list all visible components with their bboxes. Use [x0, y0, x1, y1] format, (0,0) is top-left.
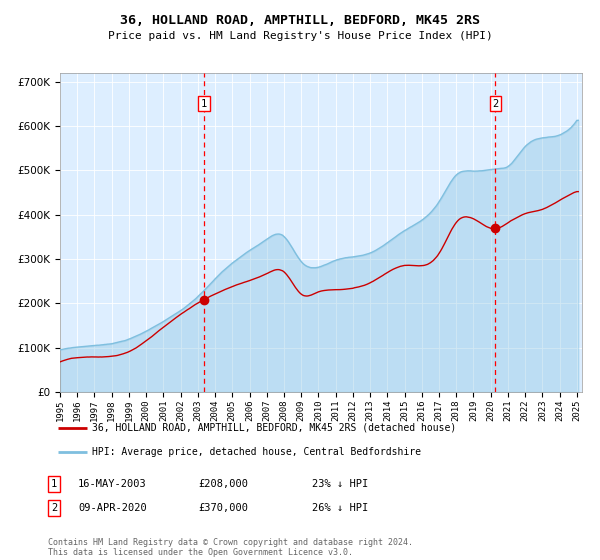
Text: 36, HOLLAND ROAD, AMPTHILL, BEDFORD, MK45 2RS: 36, HOLLAND ROAD, AMPTHILL, BEDFORD, MK4… — [120, 14, 480, 27]
Text: 2: 2 — [51, 503, 57, 513]
Text: Price paid vs. HM Land Registry's House Price Index (HPI): Price paid vs. HM Land Registry's House … — [107, 31, 493, 41]
Text: 36, HOLLAND ROAD, AMPTHILL, BEDFORD, MK45 2RS (detached house): 36, HOLLAND ROAD, AMPTHILL, BEDFORD, MK4… — [92, 423, 457, 433]
Text: 23% ↓ HPI: 23% ↓ HPI — [312, 479, 368, 489]
Text: 16-MAY-2003: 16-MAY-2003 — [78, 479, 147, 489]
Text: Contains HM Land Registry data © Crown copyright and database right 2024.
This d: Contains HM Land Registry data © Crown c… — [48, 538, 413, 557]
Text: 1: 1 — [201, 99, 208, 109]
Text: £370,000: £370,000 — [198, 503, 248, 513]
Text: £208,000: £208,000 — [198, 479, 248, 489]
Text: 26% ↓ HPI: 26% ↓ HPI — [312, 503, 368, 513]
Text: 09-APR-2020: 09-APR-2020 — [78, 503, 147, 513]
Text: 1: 1 — [51, 479, 57, 489]
Text: 2: 2 — [492, 99, 499, 109]
Text: HPI: Average price, detached house, Central Bedfordshire: HPI: Average price, detached house, Cent… — [92, 446, 421, 456]
